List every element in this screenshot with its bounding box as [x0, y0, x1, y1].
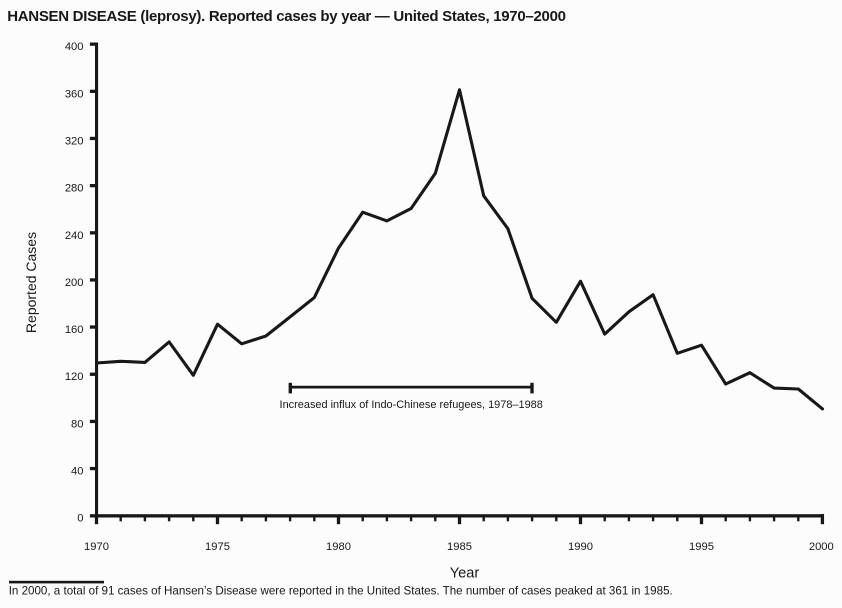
- svg-text:0: 0: [77, 513, 83, 525]
- svg-text:280: 280: [65, 183, 84, 195]
- svg-text:1995: 1995: [689, 541, 714, 553]
- svg-text:320: 320: [65, 136, 84, 148]
- svg-text:360: 360: [65, 88, 84, 100]
- svg-text:160: 160: [65, 324, 84, 336]
- svg-text:40: 40: [71, 466, 83, 478]
- svg-text:Year: Year: [450, 566, 480, 582]
- svg-text:HANSEN DISEASE (leprosy). Repo: HANSEN DISEASE (leprosy). Reported cases…: [7, 8, 565, 25]
- svg-text:1990: 1990: [568, 541, 593, 553]
- svg-text:1970: 1970: [84, 541, 109, 553]
- svg-text:120: 120: [65, 371, 84, 383]
- svg-text:2000: 2000: [809, 541, 834, 553]
- svg-text:240: 240: [65, 230, 84, 242]
- svg-text:80: 80: [71, 418, 83, 430]
- svg-text:400: 400: [65, 41, 84, 53]
- svg-text:200: 200: [65, 277, 84, 289]
- svg-text:1980: 1980: [326, 541, 351, 553]
- svg-text:1975: 1975: [205, 541, 230, 553]
- svg-text:Reported Cases: Reported Cases: [23, 232, 39, 333]
- svg-text:In 2000, a total of 91 cases o: In 2000, a total of 91 cases of Hansen’s…: [9, 585, 673, 598]
- svg-text:Increased influx of Indo-Chine: Increased influx of Indo-Chinese refugee…: [280, 399, 543, 411]
- svg-text:1985: 1985: [447, 541, 472, 553]
